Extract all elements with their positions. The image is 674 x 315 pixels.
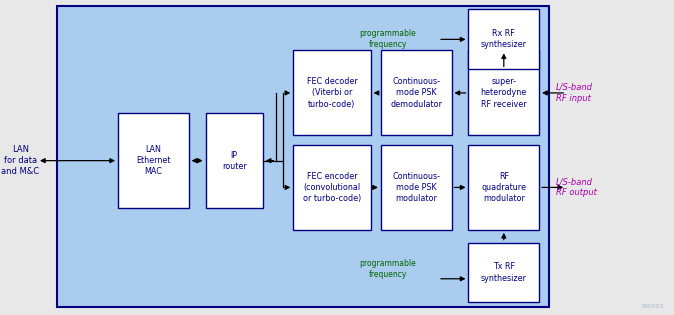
Bar [468, 145, 539, 230]
Bar [293, 145, 371, 230]
Text: LAN
for data
and M&C: LAN for data and M&C [1, 145, 39, 176]
Bar [381, 145, 452, 230]
Text: Continuous-
mode PSK
modulator: Continuous- mode PSK modulator [392, 172, 440, 203]
Text: FEC encoder
(convolutional
or turbo-code): FEC encoder (convolutional or turbo-code… [303, 172, 361, 203]
Text: L/S-band
RF output: L/S-band RF output [556, 177, 597, 198]
Text: Continuous-
mode PSK
demodulator: Continuous- mode PSK demodulator [390, 77, 442, 109]
Text: LAN
Ethernet
MAC: LAN Ethernet MAC [136, 145, 171, 176]
Text: programmable
frequency: programmable frequency [359, 259, 416, 279]
Text: L/S-band
RF input: L/S-band RF input [556, 83, 593, 103]
Text: IP
router: IP router [222, 151, 247, 171]
Bar [468, 9, 539, 69]
Bar [118, 113, 189, 208]
Bar [381, 50, 452, 135]
Text: super-
heterodyne
RF receiver: super- heterodyne RF receiver [481, 77, 527, 109]
Bar [468, 50, 539, 135]
Bar [57, 6, 549, 307]
Text: 190003: 190003 [640, 304, 664, 309]
Bar [206, 113, 263, 208]
Text: Tx RF
synthesizer: Tx RF synthesizer [481, 262, 527, 283]
Bar [468, 243, 539, 302]
Text: FEC decoder
(Viterbi or
turbo-code): FEC decoder (Viterbi or turbo-code) [307, 77, 357, 109]
Text: RF
quadrature
modulator: RF quadrature modulator [481, 172, 526, 203]
Text: programmable
frequency: programmable frequency [359, 29, 416, 49]
Bar [293, 50, 371, 135]
Text: Rx RF
synthesizer: Rx RF synthesizer [481, 29, 527, 49]
